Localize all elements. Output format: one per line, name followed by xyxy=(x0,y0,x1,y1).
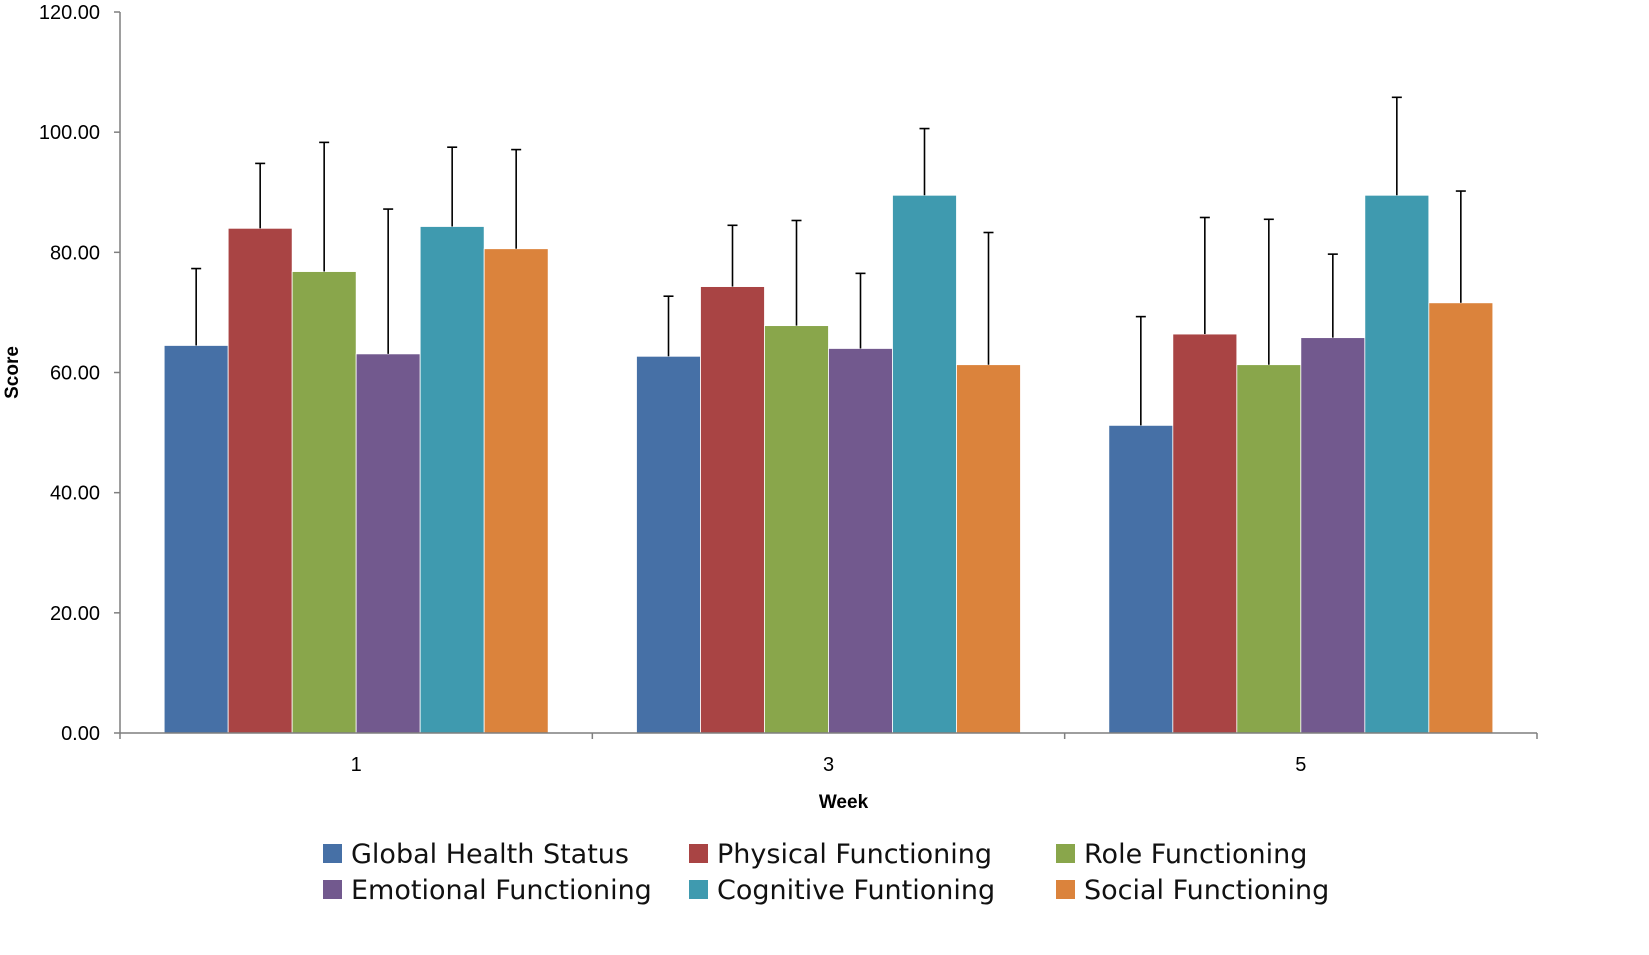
legend-label: Emotional Functioning xyxy=(351,875,652,906)
y-tick-label: 20.00 xyxy=(50,603,100,625)
bar-emotional-functioning-week-3 xyxy=(828,348,893,734)
legend-item: Emotional Functioning xyxy=(323,875,652,906)
bar-cognitive-funtioning-week-1 xyxy=(419,226,485,734)
bar-global-health-status-week-3 xyxy=(636,355,701,734)
legend: Global Health Status Physical Functioning… xyxy=(323,839,1329,906)
bar-social-functioning-week-3 xyxy=(956,364,1021,734)
bar-global-health-status-week-5 xyxy=(1108,424,1174,734)
legend-item: Cognitive Funtioning xyxy=(689,875,995,906)
bars-layer xyxy=(163,194,1494,734)
y-tick-label: 0.00 xyxy=(61,723,100,745)
bar-physical-functioning-week-5 xyxy=(1172,333,1238,734)
bar-social-functioning-week-1 xyxy=(483,248,549,734)
legend-label: Social Functioning xyxy=(1084,875,1329,906)
x-tick-label: 3 xyxy=(823,754,834,776)
legend-item: Social Functioning xyxy=(1056,875,1329,906)
x-tick-label: 5 xyxy=(1295,754,1306,776)
legend-label: Global Health Status xyxy=(351,839,629,870)
bar-social-functioning-week-5 xyxy=(1428,302,1494,734)
legend-swatch xyxy=(1056,880,1075,899)
bar-role-functioning-week-1 xyxy=(291,271,357,734)
bar-emotional-functioning-week-5 xyxy=(1300,337,1366,734)
bar-global-health-status-week-1 xyxy=(163,345,229,734)
y-tick-label: 60.00 xyxy=(50,363,100,385)
bar-cognitive-funtioning-week-3 xyxy=(892,194,957,734)
bar-cognitive-funtioning-week-5 xyxy=(1364,194,1430,734)
bar-physical-functioning-week-1 xyxy=(227,227,293,734)
y-axis-title: Score xyxy=(2,346,23,399)
legend-label: Role Functioning xyxy=(1084,839,1307,870)
legend-swatch xyxy=(323,844,342,863)
y-axis-ticks: 0.00 20.00 40.00 60.00 80.00 100.00 120.00 xyxy=(39,2,120,745)
legend-item: Role Functioning xyxy=(1056,839,1307,870)
bar-role-functioning-week-3 xyxy=(764,325,829,734)
bar-emotional-functioning-week-1 xyxy=(355,353,421,734)
legend-swatch xyxy=(689,844,708,863)
bar-role-functioning-week-5 xyxy=(1236,364,1302,734)
y-tick-label: 40.00 xyxy=(50,483,100,505)
x-axis-title: Week xyxy=(819,792,869,813)
legend-item: Physical Functioning xyxy=(689,839,992,870)
legend-swatch xyxy=(323,880,342,899)
bar-physical-functioning-week-3 xyxy=(700,286,765,734)
y-tick-label: 80.00 xyxy=(50,242,100,264)
legend-label: Cognitive Funtioning xyxy=(717,875,995,906)
error-bars-layer xyxy=(191,96,1466,426)
y-tick-label: 120.00 xyxy=(39,2,100,24)
x-tick-label: 1 xyxy=(351,754,362,776)
legend-label: Physical Functioning xyxy=(717,839,992,870)
legend-swatch xyxy=(1056,844,1075,863)
legend-swatch xyxy=(689,880,708,899)
y-tick-label: 100.00 xyxy=(39,122,100,144)
legend-item: Global Health Status xyxy=(323,839,629,870)
x-axis-ticks: 1 3 5 xyxy=(119,733,1538,776)
